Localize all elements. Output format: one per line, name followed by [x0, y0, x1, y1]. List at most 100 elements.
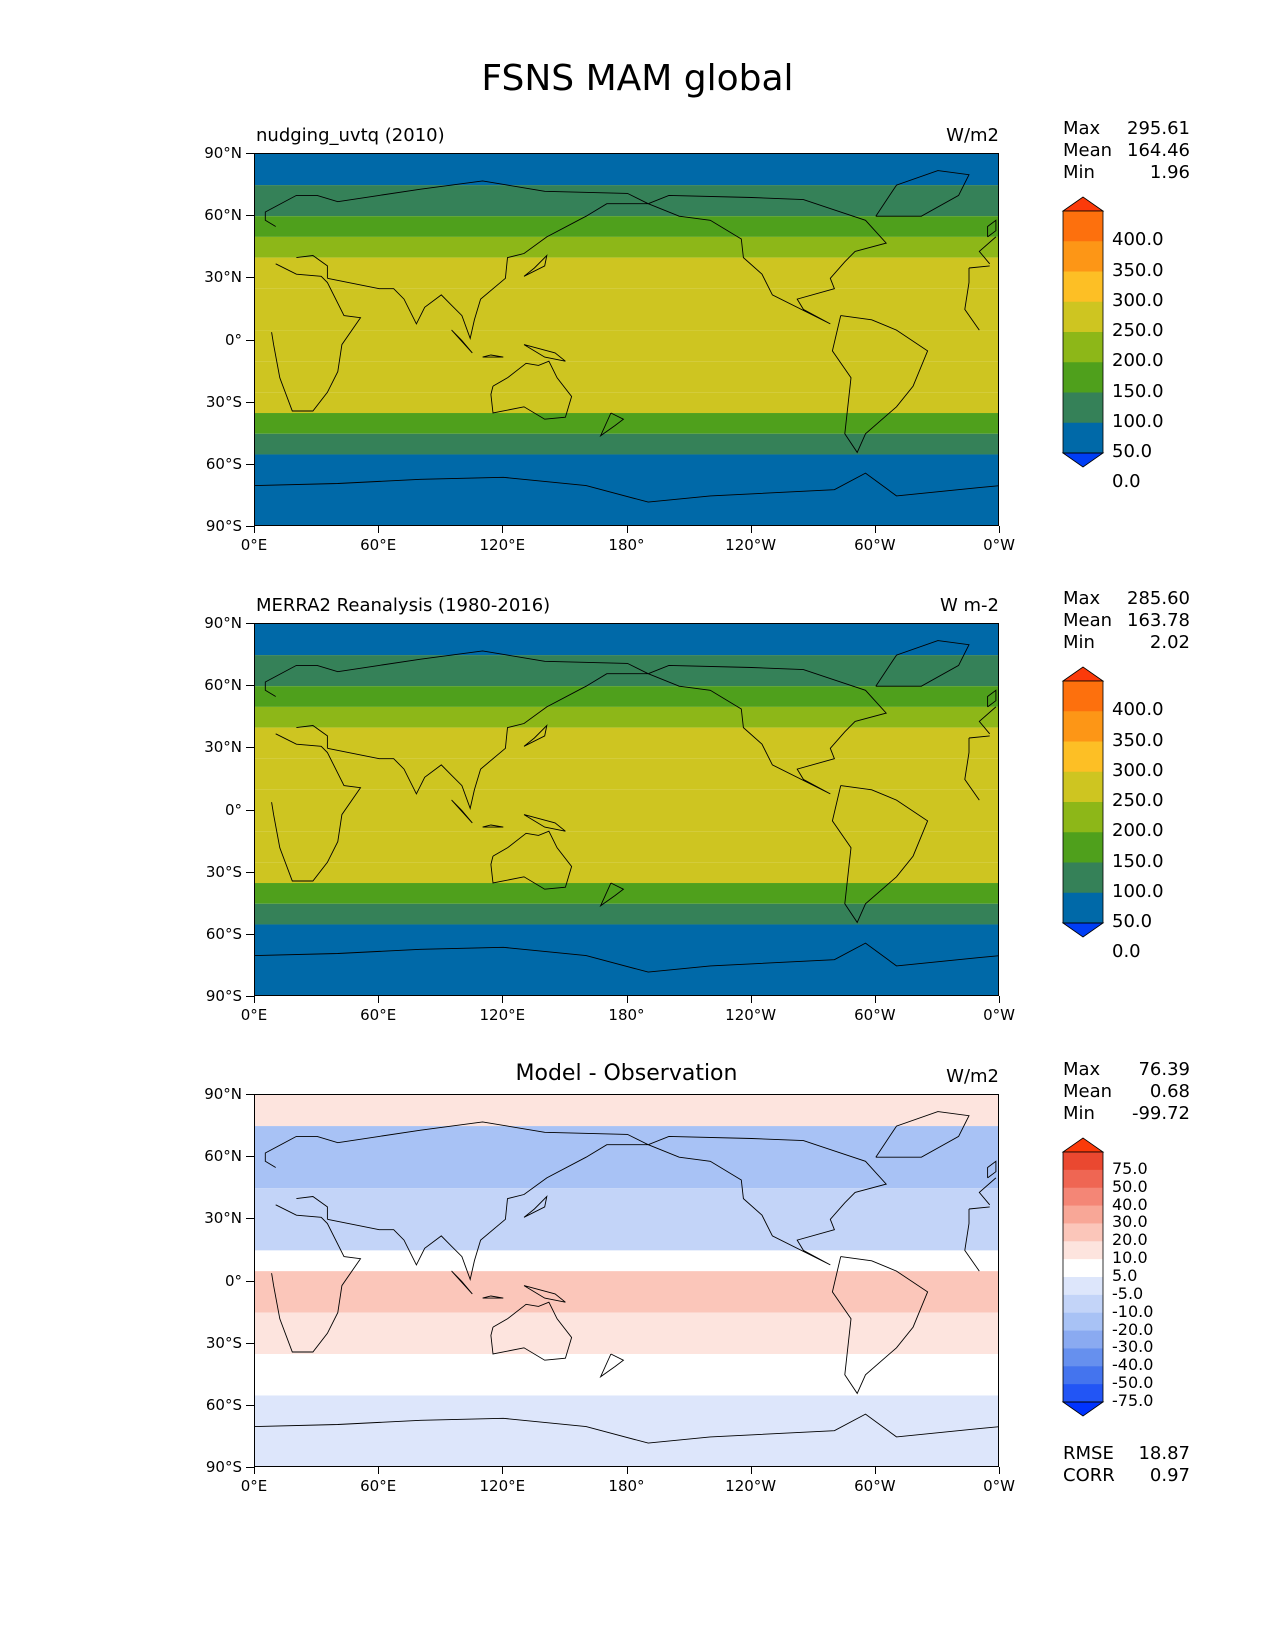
- value-band-3: [255, 236, 998, 258]
- map-plot: [255, 624, 998, 995]
- x-tick-label: 0°E: [240, 536, 268, 554]
- colorbar-extend-min: [1061, 1401, 1105, 1417]
- value-band-2: [255, 1188, 998, 1251]
- x-tick-mark: [502, 526, 504, 533]
- colorbar-tick-label: 250.0: [1112, 790, 1164, 811]
- colorbar-swatch: [1063, 1277, 1103, 1296]
- map-area: [254, 153, 999, 526]
- coastline-3: [831, 315, 929, 454]
- y-tick-mark: [246, 339, 254, 341]
- colorbar-swatch: [1063, 1294, 1103, 1314]
- colorbar: [1061, 196, 1106, 468]
- colorbar-tick-label: -50.0: [1112, 1373, 1154, 1393]
- colorbar-swatch: [1063, 832, 1103, 863]
- value-band-10: [255, 433, 998, 455]
- colorbar: [1061, 1137, 1106, 1417]
- colorbar-extend-max: [1061, 196, 1105, 212]
- y-tick-label: 90°S: [205, 987, 242, 1005]
- x-tick-label: 120°W: [725, 1006, 777, 1024]
- coastline-5: [875, 640, 970, 687]
- x-tick-mark: [626, 526, 628, 533]
- stat-min: Min 1.96: [1063, 162, 1190, 183]
- y-tick-label: 30°S: [205, 862, 242, 881]
- value-band-6: [255, 789, 998, 832]
- y-tick-mark: [246, 526, 254, 527]
- value-band-10: [255, 903, 998, 925]
- x-tick-mark: [254, 1467, 255, 1474]
- coastline-4: [490, 830, 573, 890]
- x-tick-mark: [874, 996, 876, 1003]
- value-band-9: [255, 413, 998, 434]
- coastline-11: [987, 689, 997, 708]
- x-tick-mark: [750, 996, 752, 1003]
- y-tick-label: 60°S: [205, 454, 242, 473]
- y-tick-label: 0°: [224, 800, 242, 819]
- x-tick-label: 0°W: [983, 536, 1015, 554]
- y-tick-mark: [246, 747, 254, 749]
- y-tick-label: 60°N: [204, 206, 242, 225]
- y-tick-mark: [246, 153, 254, 154]
- colorbar-tick-label: 350.0: [1112, 729, 1164, 751]
- colorbar-swatch: [1063, 332, 1103, 363]
- colorbar-tick-label: 20.0: [1112, 1230, 1148, 1250]
- colorbar-extend-min: [1061, 922, 1105, 938]
- colorbar-tick-label: -30.0: [1112, 1337, 1154, 1357]
- value-band-7: [255, 361, 998, 393]
- coastline-1: [264, 180, 997, 340]
- y-tick-mark: [246, 215, 254, 217]
- colorbar-frame: [1062, 680, 1104, 924]
- colorbar-extend-max: [1061, 666, 1105, 682]
- colorbar-tick-label: 10.0: [1112, 1248, 1148, 1268]
- y-tick-label: 30°S: [205, 1333, 242, 1352]
- coastline-10: [599, 1353, 625, 1379]
- colorbar-tick-label: 250.0: [1112, 320, 1164, 341]
- coastline-12: [255, 942, 998, 973]
- panel-left-title: MERRA2 Reanalysis (1980-2016): [256, 595, 551, 616]
- x-tick-label: 120°W: [725, 536, 777, 554]
- colorbar-tick-label: -40.0: [1112, 1355, 1154, 1375]
- colorbar-frame: [1062, 210, 1104, 454]
- stat-max: Max 76.39: [1063, 1059, 1190, 1080]
- y-tick-mark: [246, 1218, 254, 1220]
- panel-units: W/m2: [946, 1066, 999, 1087]
- colorbar-tick-label: 30.0: [1112, 1212, 1148, 1232]
- coastline-12: [255, 472, 998, 503]
- value-band-8: [255, 862, 998, 884]
- map-plot: [255, 154, 998, 525]
- x-tick-label: 120°E: [479, 1477, 526, 1495]
- coastline-5: [875, 1111, 970, 1158]
- y-tick-mark: [246, 933, 254, 935]
- coastline-3: [831, 785, 929, 924]
- colorbar-swatch: [1063, 1241, 1103, 1260]
- panel-units: W/m2: [946, 125, 999, 146]
- colorbar-tick-label: 150.0: [1112, 380, 1164, 402]
- colorbar-tick-label: -20.0: [1112, 1319, 1154, 1339]
- colorbar-swatch: [1063, 862, 1103, 894]
- coastline-0: [271, 263, 990, 412]
- colorbar-tick-label: 300.0: [1112, 289, 1164, 311]
- coastline-2: [648, 194, 888, 325]
- value-band-1: [255, 655, 998, 687]
- x-tick-mark: [874, 526, 876, 533]
- colorbar-swatch: [1063, 362, 1103, 393]
- y-tick-label: 0°: [224, 330, 242, 349]
- coastline-3: [831, 1256, 929, 1395]
- colorbar-tick-label: 350.0: [1112, 259, 1164, 281]
- coastline-10: [599, 412, 625, 438]
- colorbar-tick-label: 40.0: [1112, 1194, 1148, 1214]
- colorbar-swatch: [1063, 1366, 1103, 1385]
- coastline-11: [987, 219, 997, 238]
- stat-max: Max 295.61: [1063, 118, 1190, 139]
- coastline-4: [490, 360, 573, 420]
- x-tick-mark: [750, 526, 752, 533]
- value-band-11: [255, 454, 998, 525]
- coastline-8: [523, 814, 566, 832]
- x-tick-mark: [254, 996, 255, 1003]
- y-tick-label: 90°N: [204, 1085, 242, 1103]
- coastline-4: [490, 1301, 573, 1361]
- x-tick-mark: [750, 1467, 752, 1474]
- colorbar-swatch: [1063, 771, 1103, 803]
- colorbar-swatch: [1063, 1259, 1103, 1278]
- x-tick-label: 60°W: [854, 1006, 896, 1024]
- coastline-6: [451, 329, 473, 354]
